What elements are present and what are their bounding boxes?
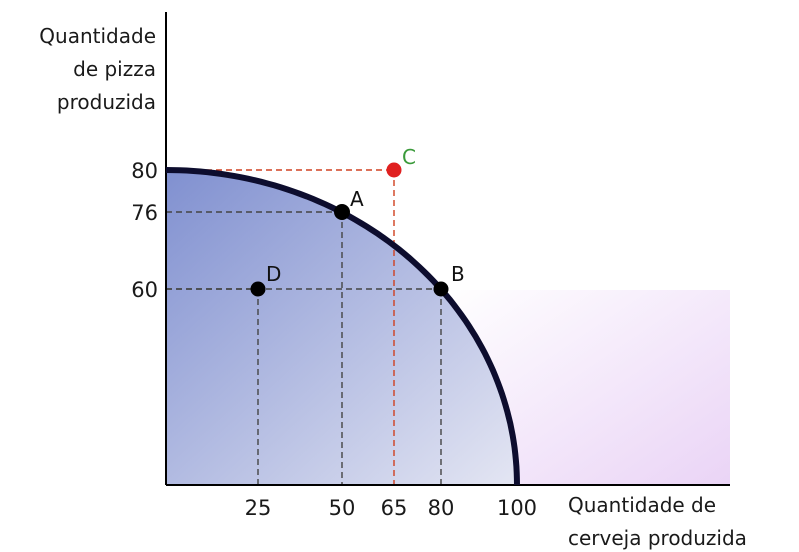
x-axis-label-line-2: cerveja produzida [568, 526, 747, 550]
point-label-b: B [451, 262, 465, 286]
x-tick-label: 80 [428, 496, 455, 520]
point-a [334, 204, 350, 220]
points-layer: A B C D [250, 145, 465, 297]
tick-labels: 25 50 65 80 100 60 76 80 [131, 159, 537, 520]
y-axis-label-line-1: Quantidade [39, 24, 156, 48]
x-tick-label: 50 [329, 496, 356, 520]
point-c [386, 162, 402, 178]
point-b [433, 281, 449, 297]
point-d [250, 281, 266, 297]
x-tick-label: 100 [497, 496, 537, 520]
y-axis-label-line-2: de pizza [73, 57, 156, 81]
point-label-c: C [402, 145, 416, 169]
guide-lines [166, 169, 442, 485]
point-label-d: D [266, 262, 281, 286]
y-axis-label-line-3: produzida [57, 90, 156, 114]
point-label-a: A [350, 187, 364, 211]
y-tick-label: 80 [131, 159, 158, 183]
y-tick-label: 60 [131, 278, 158, 302]
x-axis-label-line-1: Quantidade de [568, 493, 716, 517]
x-tick-label: 65 [381, 496, 408, 520]
frontier-curve [165, 167, 520, 486]
y-tick-label: 76 [131, 201, 158, 225]
x-tick-label: 25 [245, 496, 272, 520]
